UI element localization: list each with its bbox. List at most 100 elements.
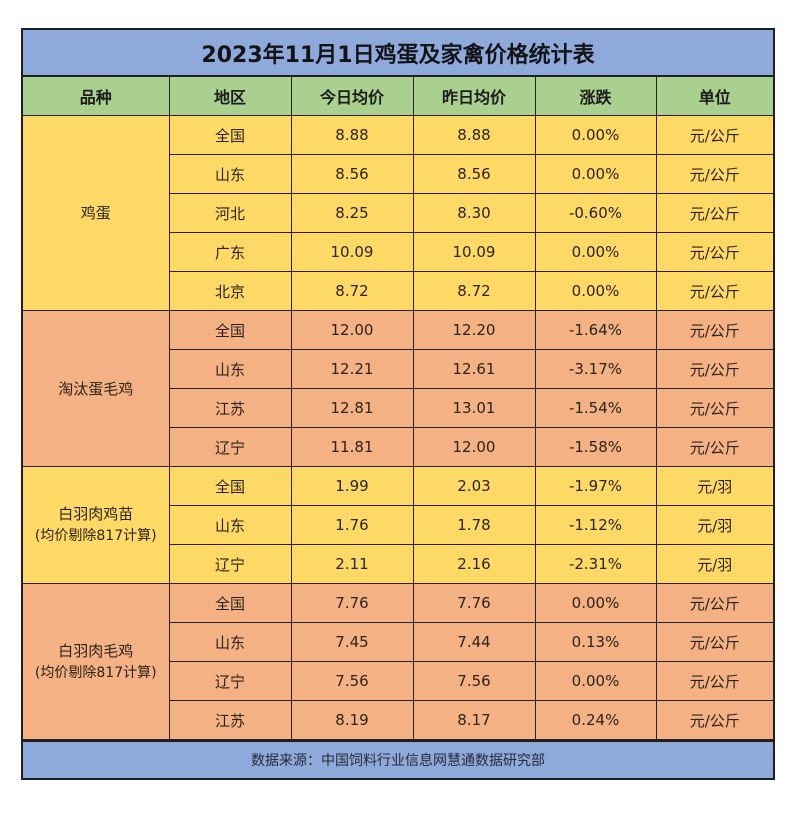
unit-cell: 元/公斤: [655, 583, 773, 623]
group-broiler-chicks: 白羽肉鸡苗 (均价剔除817计算) 全国 1.99 2.03 -1.97% 元/…: [23, 466, 773, 584]
unit-cell: 元/公斤: [655, 310, 773, 350]
unit-cell: 元/羽: [655, 505, 773, 545]
unit-cell: 元/羽: [655, 466, 773, 506]
price-table: 品种 地区 今日均价 昨日均价 涨跌 单位 鸡蛋 全国 8.88 8.88 0.…: [23, 77, 773, 740]
yesterday-price-cell: 7.44: [412, 622, 536, 662]
header-row: 品种 地区 今日均价 昨日均价 涨跌 单位: [23, 77, 773, 116]
region-cell: 北京: [168, 271, 292, 311]
table-row: 河北 8.25 8.30 -0.60% 元/公斤: [23, 193, 773, 233]
today-price-cell: 7.45: [290, 622, 414, 662]
today-price-cell: 8.25: [290, 193, 414, 233]
data-source-footer: 数据来源：中国饲料行业信息网慧通数据研究部: [23, 740, 773, 778]
category-label: 白羽肉鸡苗: [58, 505, 134, 523]
yesterday-price-cell: 8.88: [412, 115, 536, 155]
change-cell: -1.12%: [534, 505, 657, 545]
table-row: 江苏 8.19 8.17 0.24% 元/公斤: [23, 700, 773, 740]
change-cell: 0.13%: [534, 622, 657, 662]
unit-cell: 元/公斤: [655, 388, 773, 428]
price-table-sheet: 2023年11月1日鸡蛋及家禽价格统计表 品种 地区 今日均价 昨日均价 涨跌 …: [21, 28, 775, 780]
change-cell: 0.00%: [534, 232, 657, 272]
table-row: 山东 1.76 1.78 -1.12% 元/羽: [23, 505, 773, 545]
region-cell: 广东: [168, 232, 292, 272]
change-cell: -1.64%: [534, 310, 657, 350]
yesterday-price-cell: 2.16: [412, 544, 536, 584]
today-price-cell: 11.81: [290, 427, 414, 467]
today-price-cell: 7.56: [290, 661, 414, 701]
change-cell: -1.58%: [534, 427, 657, 467]
change-cell: 0.00%: [534, 271, 657, 311]
category-cell: 鸡蛋: [23, 115, 170, 311]
yesterday-price-cell: 12.00: [412, 427, 536, 467]
group-broilers: 白羽肉毛鸡 (均价剔除817计算) 全国 7.76 7.76 0.00% 元/公…: [23, 583, 773, 740]
today-price-cell: 1.76: [290, 505, 414, 545]
change-cell: 0.00%: [534, 583, 657, 623]
yesterday-price-cell: 8.30: [412, 193, 536, 233]
unit-cell: 元/公斤: [655, 349, 773, 389]
region-cell: 全国: [168, 115, 292, 155]
today-price-cell: 8.72: [290, 271, 414, 311]
today-price-cell: 12.21: [290, 349, 414, 389]
change-cell: -0.60%: [534, 193, 657, 233]
region-cell: 辽宁: [168, 661, 292, 701]
header-unit: 单位: [655, 77, 773, 116]
change-cell: 0.00%: [534, 154, 657, 194]
table-row: 辽宁 11.81 12.00 -1.58% 元/公斤: [23, 427, 773, 467]
category-cell: 白羽肉鸡苗 (均价剔除817计算): [23, 466, 170, 584]
table-row: 辽宁 2.11 2.16 -2.31% 元/羽: [23, 544, 773, 584]
region-cell: 江苏: [168, 388, 292, 428]
category-label: 白羽肉毛鸡: [58, 641, 134, 660]
group-eggs: 鸡蛋 全国 8.88 8.88 0.00% 元/公斤 山东 8.56 8.56 …: [23, 115, 773, 311]
table-row: 辽宁 7.56 7.56 0.00% 元/公斤: [23, 661, 773, 701]
table-row: 江苏 12.81 13.01 -1.54% 元/公斤: [23, 388, 773, 428]
change-cell: -3.17%: [534, 349, 657, 389]
change-cell: -1.54%: [534, 388, 657, 428]
today-price-cell: 8.19: [290, 700, 414, 740]
change-cell: 0.00%: [534, 115, 657, 155]
table-row: 山东 12.21 12.61 -3.17% 元/公斤: [23, 349, 773, 389]
change-cell: -2.31%: [534, 544, 657, 584]
today-price-cell: 10.09: [290, 232, 414, 272]
region-cell: 山东: [168, 349, 292, 389]
table-row: 山东 8.56 8.56 0.00% 元/公斤: [23, 154, 773, 194]
change-cell: 0.24%: [534, 700, 657, 740]
table-title: 2023年11月1日鸡蛋及家禽价格统计表: [23, 30, 773, 77]
yesterday-price-cell: 8.17: [412, 700, 536, 740]
unit-cell: 元/公斤: [655, 154, 773, 194]
table-row: 广东 10.09 10.09 0.00% 元/公斤: [23, 232, 773, 272]
region-cell: 山东: [168, 154, 292, 194]
change-cell: -1.97%: [534, 466, 657, 506]
yesterday-price-cell: 12.20: [412, 310, 536, 350]
region-cell: 山东: [168, 505, 292, 545]
region-cell: 全国: [168, 310, 292, 350]
header-region: 地区: [168, 77, 292, 116]
today-price-cell: 2.11: [290, 544, 414, 584]
yesterday-price-cell: 7.56: [412, 661, 536, 701]
yesterday-price-cell: 2.03: [412, 466, 536, 506]
region-cell: 全国: [168, 466, 292, 506]
group-culled-layers: 淘汰蛋毛鸡 全国 12.00 12.20 -1.64% 元/公斤 山东 12.2…: [23, 310, 773, 467]
header-change: 涨跌: [534, 77, 657, 116]
today-price-cell: 7.76: [290, 583, 414, 623]
unit-cell: 元/公斤: [655, 271, 773, 311]
region-cell: 全国: [168, 583, 292, 623]
yesterday-price-cell: 12.61: [412, 349, 536, 389]
yesterday-price-cell: 8.56: [412, 154, 536, 194]
unit-cell: 元/公斤: [655, 232, 773, 272]
unit-cell: 元/公斤: [655, 622, 773, 662]
category-label: 鸡蛋: [80, 204, 111, 222]
unit-cell: 元/公斤: [655, 115, 773, 155]
region-cell: 河北: [168, 193, 292, 233]
table-row: 白羽肉毛鸡 (均价剔除817计算) 全国 7.76 7.76 0.00% 元/公…: [23, 583, 773, 740]
header-yesterday-price: 昨日均价: [412, 77, 536, 116]
change-cell: 0.00%: [534, 661, 657, 701]
region-cell: 辽宁: [168, 427, 292, 467]
yesterday-price-cell: 13.01: [412, 388, 536, 428]
today-price-cell: 8.88: [290, 115, 414, 155]
unit-cell: 元/公斤: [655, 700, 773, 740]
yesterday-price-cell: 8.72: [412, 271, 536, 311]
header-today-price: 今日均价: [290, 77, 414, 116]
category-note: (均价剔除817计算): [34, 528, 157, 544]
yesterday-price-cell: 10.09: [412, 232, 536, 272]
today-price-cell: 12.00: [290, 310, 414, 350]
table-row: 鸡蛋 全国 8.88 8.88 0.00% 元/公斤: [23, 115, 773, 311]
